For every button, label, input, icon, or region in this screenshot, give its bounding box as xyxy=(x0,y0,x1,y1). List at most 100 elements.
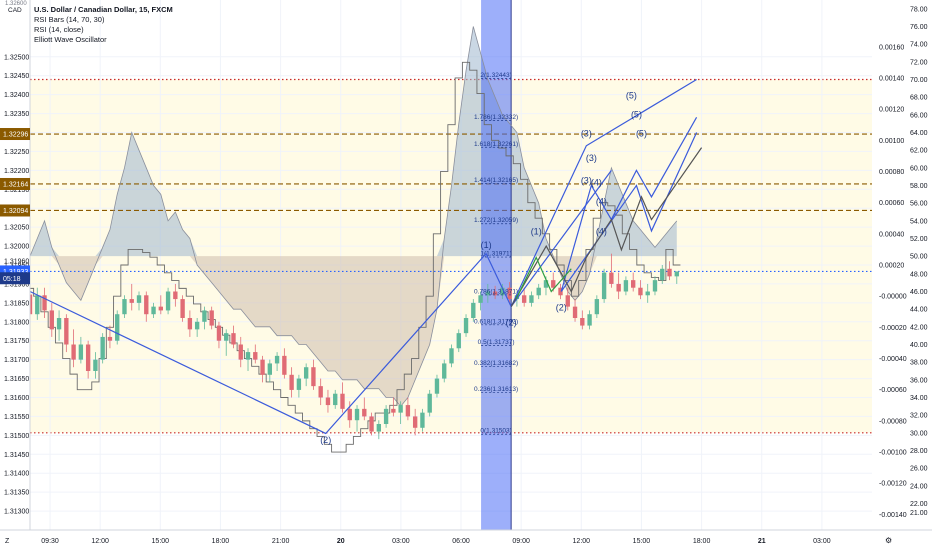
ewo-tick: -0.00040 xyxy=(879,356,907,363)
rsi-tick: 28.00 xyxy=(910,448,928,455)
indicator-ewo[interactable]: Elliott Wave Oscillator xyxy=(34,35,107,44)
ewo-tick: 0.00160 xyxy=(879,44,904,51)
ewo-tick: -0.00000 xyxy=(879,294,907,301)
candle-body xyxy=(398,405,403,413)
settings-gear-icon[interactable]: ⚙ xyxy=(885,536,892,545)
wave-line-5[interactable] xyxy=(510,147,703,307)
price-tick: 1.31450 xyxy=(4,452,29,459)
candle-body xyxy=(289,374,294,390)
time-tick: 21:00 xyxy=(272,538,290,545)
candle-body xyxy=(420,412,425,428)
candle-body xyxy=(303,367,309,379)
rsi-tick: 60.00 xyxy=(910,165,928,172)
time-tick: 15:00 xyxy=(152,538,170,545)
candle-body xyxy=(594,299,600,315)
candle-body xyxy=(122,299,127,315)
rsi-tick: 78.00 xyxy=(910,6,928,13)
candle-body xyxy=(383,408,389,424)
candle-body xyxy=(144,295,149,315)
price-tick: 1.31300 xyxy=(4,509,29,516)
candle-body xyxy=(93,359,98,371)
rsi-tick: 26.00 xyxy=(910,466,928,473)
price-tick: 1.32400 xyxy=(4,92,29,99)
candle-body xyxy=(325,397,331,406)
price-tick: 1.32350 xyxy=(4,111,29,118)
time-axis-corner-left[interactable]: Z xyxy=(5,538,10,545)
price-top-label: 1.32600 xyxy=(5,1,27,7)
rsi-tick: 76.00 xyxy=(910,24,928,31)
price-marker-label: 05:18 xyxy=(3,276,21,283)
time-tick: 03:00 xyxy=(813,538,831,545)
chart-title: U.S. Dollar / Canadian Dollar, 15, FXCM xyxy=(34,5,173,14)
candle-body xyxy=(115,314,120,341)
wave-label: (3) xyxy=(581,176,592,186)
wave-line-3[interactable] xyxy=(560,117,698,292)
fib-label: 0.236(1.31613) xyxy=(474,386,518,393)
rsi-tick: 22.00 xyxy=(910,501,928,508)
ewo-tick: 0.00140 xyxy=(879,75,904,82)
rsi-tick: 68.00 xyxy=(910,95,928,102)
rsi-tick: 42.00 xyxy=(910,324,928,331)
price-marker-label: 1.32164 xyxy=(3,181,28,188)
fib-label: 0.5(1.31737) xyxy=(478,339,515,346)
candle-body xyxy=(253,352,258,360)
candle-body xyxy=(391,408,396,413)
candle-body xyxy=(42,295,47,311)
candle-body xyxy=(347,408,352,421)
rsi-tick: 21.00 xyxy=(910,510,928,517)
wave-label: (2) xyxy=(320,435,331,445)
price-partial-label: 1.31960 xyxy=(4,259,29,266)
candle-body xyxy=(434,378,440,394)
wave-line-6[interactable] xyxy=(515,255,572,300)
candle-body xyxy=(369,416,374,432)
candle-body xyxy=(107,336,113,341)
time-highlight xyxy=(481,0,512,530)
rsi-tick: 56.00 xyxy=(910,201,928,208)
wave-line-0[interactable] xyxy=(29,78,697,435)
price-tick: 1.31500 xyxy=(4,433,29,440)
candle-body xyxy=(209,310,214,326)
time-tick: 21 xyxy=(758,538,766,545)
time-tick: 20 xyxy=(337,538,345,545)
candle-body xyxy=(485,291,491,296)
fib-label: 1.618(1.32261) xyxy=(474,141,518,148)
wave-label: (4) xyxy=(591,178,602,188)
indicator-rsi[interactable]: RSI (14, close) xyxy=(34,25,84,34)
price-tick: 1.31350 xyxy=(4,490,29,497)
price-marker-0[interactable] xyxy=(0,128,30,141)
indicator-rsi-bars[interactable]: RSI Bars (14, 70, 30) xyxy=(34,15,105,24)
candle-body xyxy=(478,295,483,303)
rsi-tick: 48.00 xyxy=(910,271,928,278)
ewo-tick: 0.00060 xyxy=(879,200,904,207)
candle-body xyxy=(587,314,592,326)
wave-line-1[interactable] xyxy=(510,170,612,307)
candle-body xyxy=(202,310,207,322)
candle-body xyxy=(318,386,323,398)
candle-body xyxy=(645,291,650,296)
price-marker-4[interactable] xyxy=(0,272,30,285)
candle-body xyxy=(667,268,672,277)
price-marker-2[interactable] xyxy=(0,204,30,217)
candle-body xyxy=(129,299,134,303)
price-tick: 1.32150 xyxy=(4,187,29,194)
time-tick: 18:00 xyxy=(693,538,711,545)
candle-body xyxy=(405,405,411,417)
price-marker-1[interactable] xyxy=(0,177,30,190)
candle-body xyxy=(333,393,338,406)
time-tick: 15:00 xyxy=(633,538,651,545)
candle-body xyxy=(187,318,193,330)
rsi-zone-band xyxy=(30,79,872,433)
candle-body xyxy=(100,336,105,360)
candle-body xyxy=(376,424,382,432)
candle-body xyxy=(49,310,54,330)
candle-body xyxy=(536,287,541,296)
candle-body xyxy=(296,378,302,390)
price-tick: 1.31550 xyxy=(4,414,29,421)
ewo-tick: -0.00140 xyxy=(879,512,907,519)
candle-body xyxy=(652,280,658,292)
candle-body xyxy=(427,393,432,413)
rsi-tick: 36.00 xyxy=(910,377,928,384)
time-axis-bg xyxy=(0,530,932,550)
